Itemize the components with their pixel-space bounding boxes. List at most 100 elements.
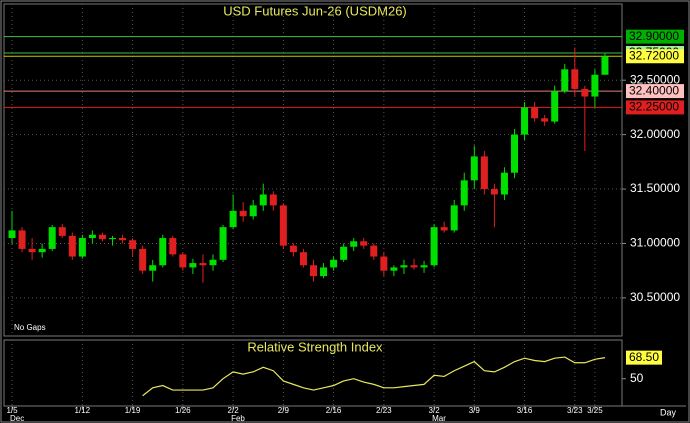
candle-body	[289, 245, 297, 253]
candle-body	[400, 265, 408, 268]
y-tick-label: 50	[630, 371, 644, 385]
candle-body	[189, 263, 197, 268]
candle-body	[601, 56, 609, 75]
candle-body	[490, 189, 498, 195]
y-tick-label: 31.50000	[630, 181, 680, 195]
candle-body	[169, 238, 177, 255]
x-tick-label: 1/26	[175, 406, 191, 415]
y-tick-label: 31.00000	[630, 236, 680, 250]
candle-body	[38, 248, 46, 253]
candle-body	[219, 227, 227, 260]
chart-title: USD Futures Jun-26 (USDM26)	[223, 3, 407, 18]
candle-body	[521, 107, 529, 135]
candle-body	[440, 227, 448, 231]
x-tick-label: 3/23	[567, 406, 583, 415]
rsi-title: Relative Strength Index	[247, 339, 383, 354]
candle-body	[199, 263, 207, 266]
candle-body	[460, 180, 468, 206]
x-tick-label: 1/5	[6, 406, 18, 415]
candle-body	[88, 234, 96, 239]
candle-body	[360, 241, 368, 246]
candle-body	[430, 227, 438, 266]
candle-body	[279, 205, 287, 246]
candle-body	[340, 246, 348, 260]
candle-body	[511, 134, 518, 173]
value-box	[626, 350, 662, 365]
y-tick-label: 32.50000	[630, 72, 680, 86]
level-label: 32.25000	[629, 100, 679, 114]
x-tick-label: 3/9	[469, 406, 481, 415]
candle-body	[420, 265, 428, 268]
level-box	[626, 49, 684, 64]
candle-body	[179, 254, 187, 268]
candle-body	[58, 227, 66, 236]
x-tick-label: 2/9	[278, 406, 290, 415]
rsi-line	[142, 356, 606, 397]
candle-body	[269, 194, 277, 206]
x-tick-label: 3/25	[587, 406, 603, 415]
candle-body	[159, 238, 167, 266]
level-box	[626, 100, 684, 115]
candle-body	[149, 265, 157, 271]
level-box	[626, 84, 684, 99]
x-tick-label: 2/16	[326, 406, 342, 415]
candle-body	[480, 156, 488, 190]
candle-body	[139, 248, 147, 271]
candle-body	[229, 210, 237, 228]
candle-body	[18, 230, 26, 249]
candle-body	[380, 256, 388, 271]
candle-body	[410, 265, 418, 268]
x-tick-label: 2/2	[228, 406, 240, 415]
level-label: 32.40000	[629, 83, 679, 97]
candle-body	[370, 245, 378, 257]
level-box	[626, 29, 684, 44]
candle-body	[8, 230, 16, 239]
y-tick-label: 32.00000	[630, 127, 680, 141]
candle-body	[500, 172, 508, 195]
candle-body	[350, 241, 358, 247]
month-label: Mar	[432, 414, 446, 423]
candle-body	[571, 69, 579, 89]
candle-body	[249, 205, 257, 217]
candle-body	[259, 194, 267, 206]
candle-body	[78, 238, 86, 257]
candle-body	[109, 238, 116, 240]
candle-body	[299, 252, 307, 266]
candle-body	[561, 69, 569, 92]
candle-body	[541, 118, 549, 122]
x-tick-label: 1/19	[125, 406, 141, 415]
candle-body	[28, 248, 36, 253]
candle-body	[119, 238, 127, 241]
level-label: 32.90000	[629, 29, 679, 43]
x-tick-label: 1/12	[75, 406, 91, 415]
candle-body	[98, 234, 106, 240]
x-tick-label: 2/23	[376, 406, 392, 415]
candle-body	[551, 91, 559, 122]
candle-body	[330, 259, 338, 268]
candle-body	[239, 210, 247, 217]
value-label: 68.50	[629, 350, 659, 364]
candle-body	[531, 107, 539, 119]
candle-body	[68, 235, 76, 257]
month-label: Feb	[231, 414, 245, 423]
candle-body	[320, 267, 328, 277]
x-axis-label: Day	[660, 407, 677, 417]
candle-body	[129, 240, 137, 249]
x-tick-label: 3/2	[429, 406, 441, 415]
candle-body	[390, 267, 398, 271]
candle-body	[450, 205, 458, 231]
y-tick-label: 30.50000	[630, 290, 680, 304]
candle-body	[591, 74, 599, 97]
month-label: Dec	[10, 414, 24, 423]
price-panel	[3, 3, 623, 337]
level-label: 32.72000	[629, 48, 679, 62]
candle-body	[310, 265, 317, 277]
x-tick-label: 3/16	[517, 406, 533, 415]
candle-body	[48, 227, 56, 249]
annotation: No Gaps	[14, 323, 46, 332]
candle-body	[470, 156, 478, 181]
candle-body	[581, 88, 589, 97]
candle-body	[209, 259, 217, 266]
